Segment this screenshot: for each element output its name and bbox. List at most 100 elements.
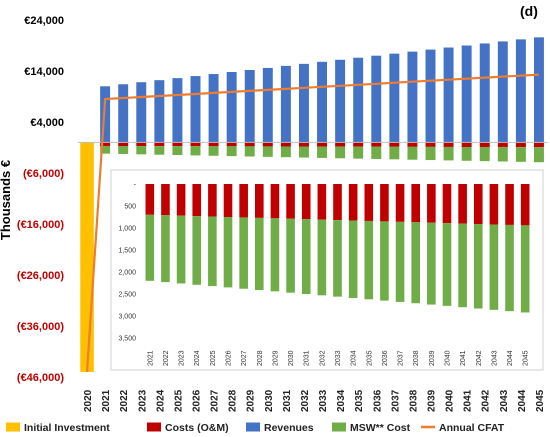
revenues-bar [280,65,291,143]
msw-cost-bar [226,146,237,157]
costs-om-bar [118,142,129,147]
y-tick-label: (€6,000) [23,168,64,180]
x-tick-label: 2032 [300,389,311,412]
inset-x-tick-label: 2034 [351,350,358,366]
inset-costs-om-bar [473,184,483,225]
msw-cost-bar [298,146,309,158]
inset-x-tick-label: 2035 [366,350,373,366]
msw-cost-bar [335,146,346,159]
x-tick-label: 2036 [372,389,383,412]
revenues-bar [317,61,328,143]
revenues-bar [335,59,346,143]
inset-msw-cost-bar [254,217,264,291]
costs-om-bar [515,142,526,148]
revenues-bar [118,84,129,143]
msw-cost-bar [389,146,400,160]
revenues-bar [262,67,273,143]
annual-cfat-line [85,73,540,372]
inset-msw-cost-bar [270,218,280,292]
revenues-bar [497,41,508,143]
msw-cost-bar [208,146,219,156]
inset-msw-cost-bar [489,224,499,310]
inset-costs-om-bar [239,184,248,218]
inset-y-tick-label: 1,000 [118,226,136,233]
msw-cost-bar [479,147,490,162]
costs-om-bar [425,142,436,147]
y-tick-label: (€16,000) [17,219,64,231]
legend-label: Initial Investment [24,422,110,434]
revenues-bar [515,39,526,143]
inset-x-tick-label: 2038 [413,350,420,366]
costs-om-bar [443,142,454,147]
revenues-bar [425,49,436,143]
inset-costs-om-bar [333,184,342,221]
inset-costs-om-bar [520,184,530,226]
msw-cost-bar [533,147,544,163]
inset-x-tick-label: 2037 [398,350,405,366]
msw-cost-bar [262,146,273,157]
x-tick-label: 2043 [499,389,510,412]
x-tick-label: 2044 [517,389,528,412]
msw-cost-bar [407,146,418,160]
msw-cost-bar [515,147,526,162]
revenues-bar [298,63,309,143]
revenues-bar [172,78,183,143]
y-axis-label: Thousands € [0,160,13,240]
inset-x-tick-label: 2032 [319,350,326,366]
inset-x-tick-label: 2043 [491,350,498,366]
inset-x-tick-label: 2021 [147,350,154,366]
revenues-bar [353,57,364,143]
costs-om-bar [172,142,183,147]
inset-x-tick-label: 2025 [210,350,217,366]
inset-costs-om-bar [223,184,233,217]
msw-cost-bar [353,146,364,159]
msw-cost-bar [461,146,472,161]
inset-msw-cost-bar [380,221,389,301]
x-tick-label: 2039 [427,389,438,412]
inset-costs-om-bar [411,184,421,223]
revenues-bar [389,53,400,143]
inset-x-tick-label: 2033 [335,350,342,366]
inset-msw-cost-bar [223,217,233,288]
costs-om-bar [100,142,111,146]
costs-om-bar [190,142,201,147]
revenues-bar [226,72,237,143]
msw-cost-bar [244,146,255,157]
costs-om-bar [497,142,508,148]
msw-cost-bar [190,146,201,156]
inset-msw-cost-bar [192,216,202,285]
msw-cost-bar [443,146,454,161]
revenues-bar [244,69,255,143]
inset-msw-cost-bar [364,220,374,300]
inset-costs-om-bar [505,184,514,225]
x-tick-label: 2021 [101,389,112,412]
msw-cost-bar [317,146,328,158]
legend-swatch [246,422,260,432]
x-tick-label: 2040 [445,389,456,412]
msw-cost-bar [136,146,147,155]
revenues-bar [136,82,147,143]
inset-msw-cost-bar [427,222,436,305]
inset-x-tick-label: 2029 [272,350,279,366]
costs-om-bar [407,142,418,147]
costs-om-bar [244,142,255,147]
costs-om-bar [298,142,309,147]
inset-msw-cost-bar [520,225,530,313]
msw-cost-bar [497,147,508,162]
y-tick-label: (€26,000) [17,270,64,282]
inset-y-tick-label: 500 [124,204,136,211]
main-bars [80,37,544,372]
msw-cost-bar [100,145,111,154]
inset-x-tick-label: 2036 [382,350,389,366]
inset-costs-om-bar [364,184,374,221]
inset-msw-cost-bar [458,223,467,308]
inset-costs-om-bar [442,184,452,224]
inset-x-tick-label: 2044 [507,350,514,366]
initial-investment-bar [80,142,94,372]
costs-om-bar [154,142,165,147]
costs-om-bar [389,142,400,147]
inset-msw-cost-bar [301,219,311,294]
revenues-bar [190,76,201,143]
inset-msw-cost-bar [442,223,452,306]
